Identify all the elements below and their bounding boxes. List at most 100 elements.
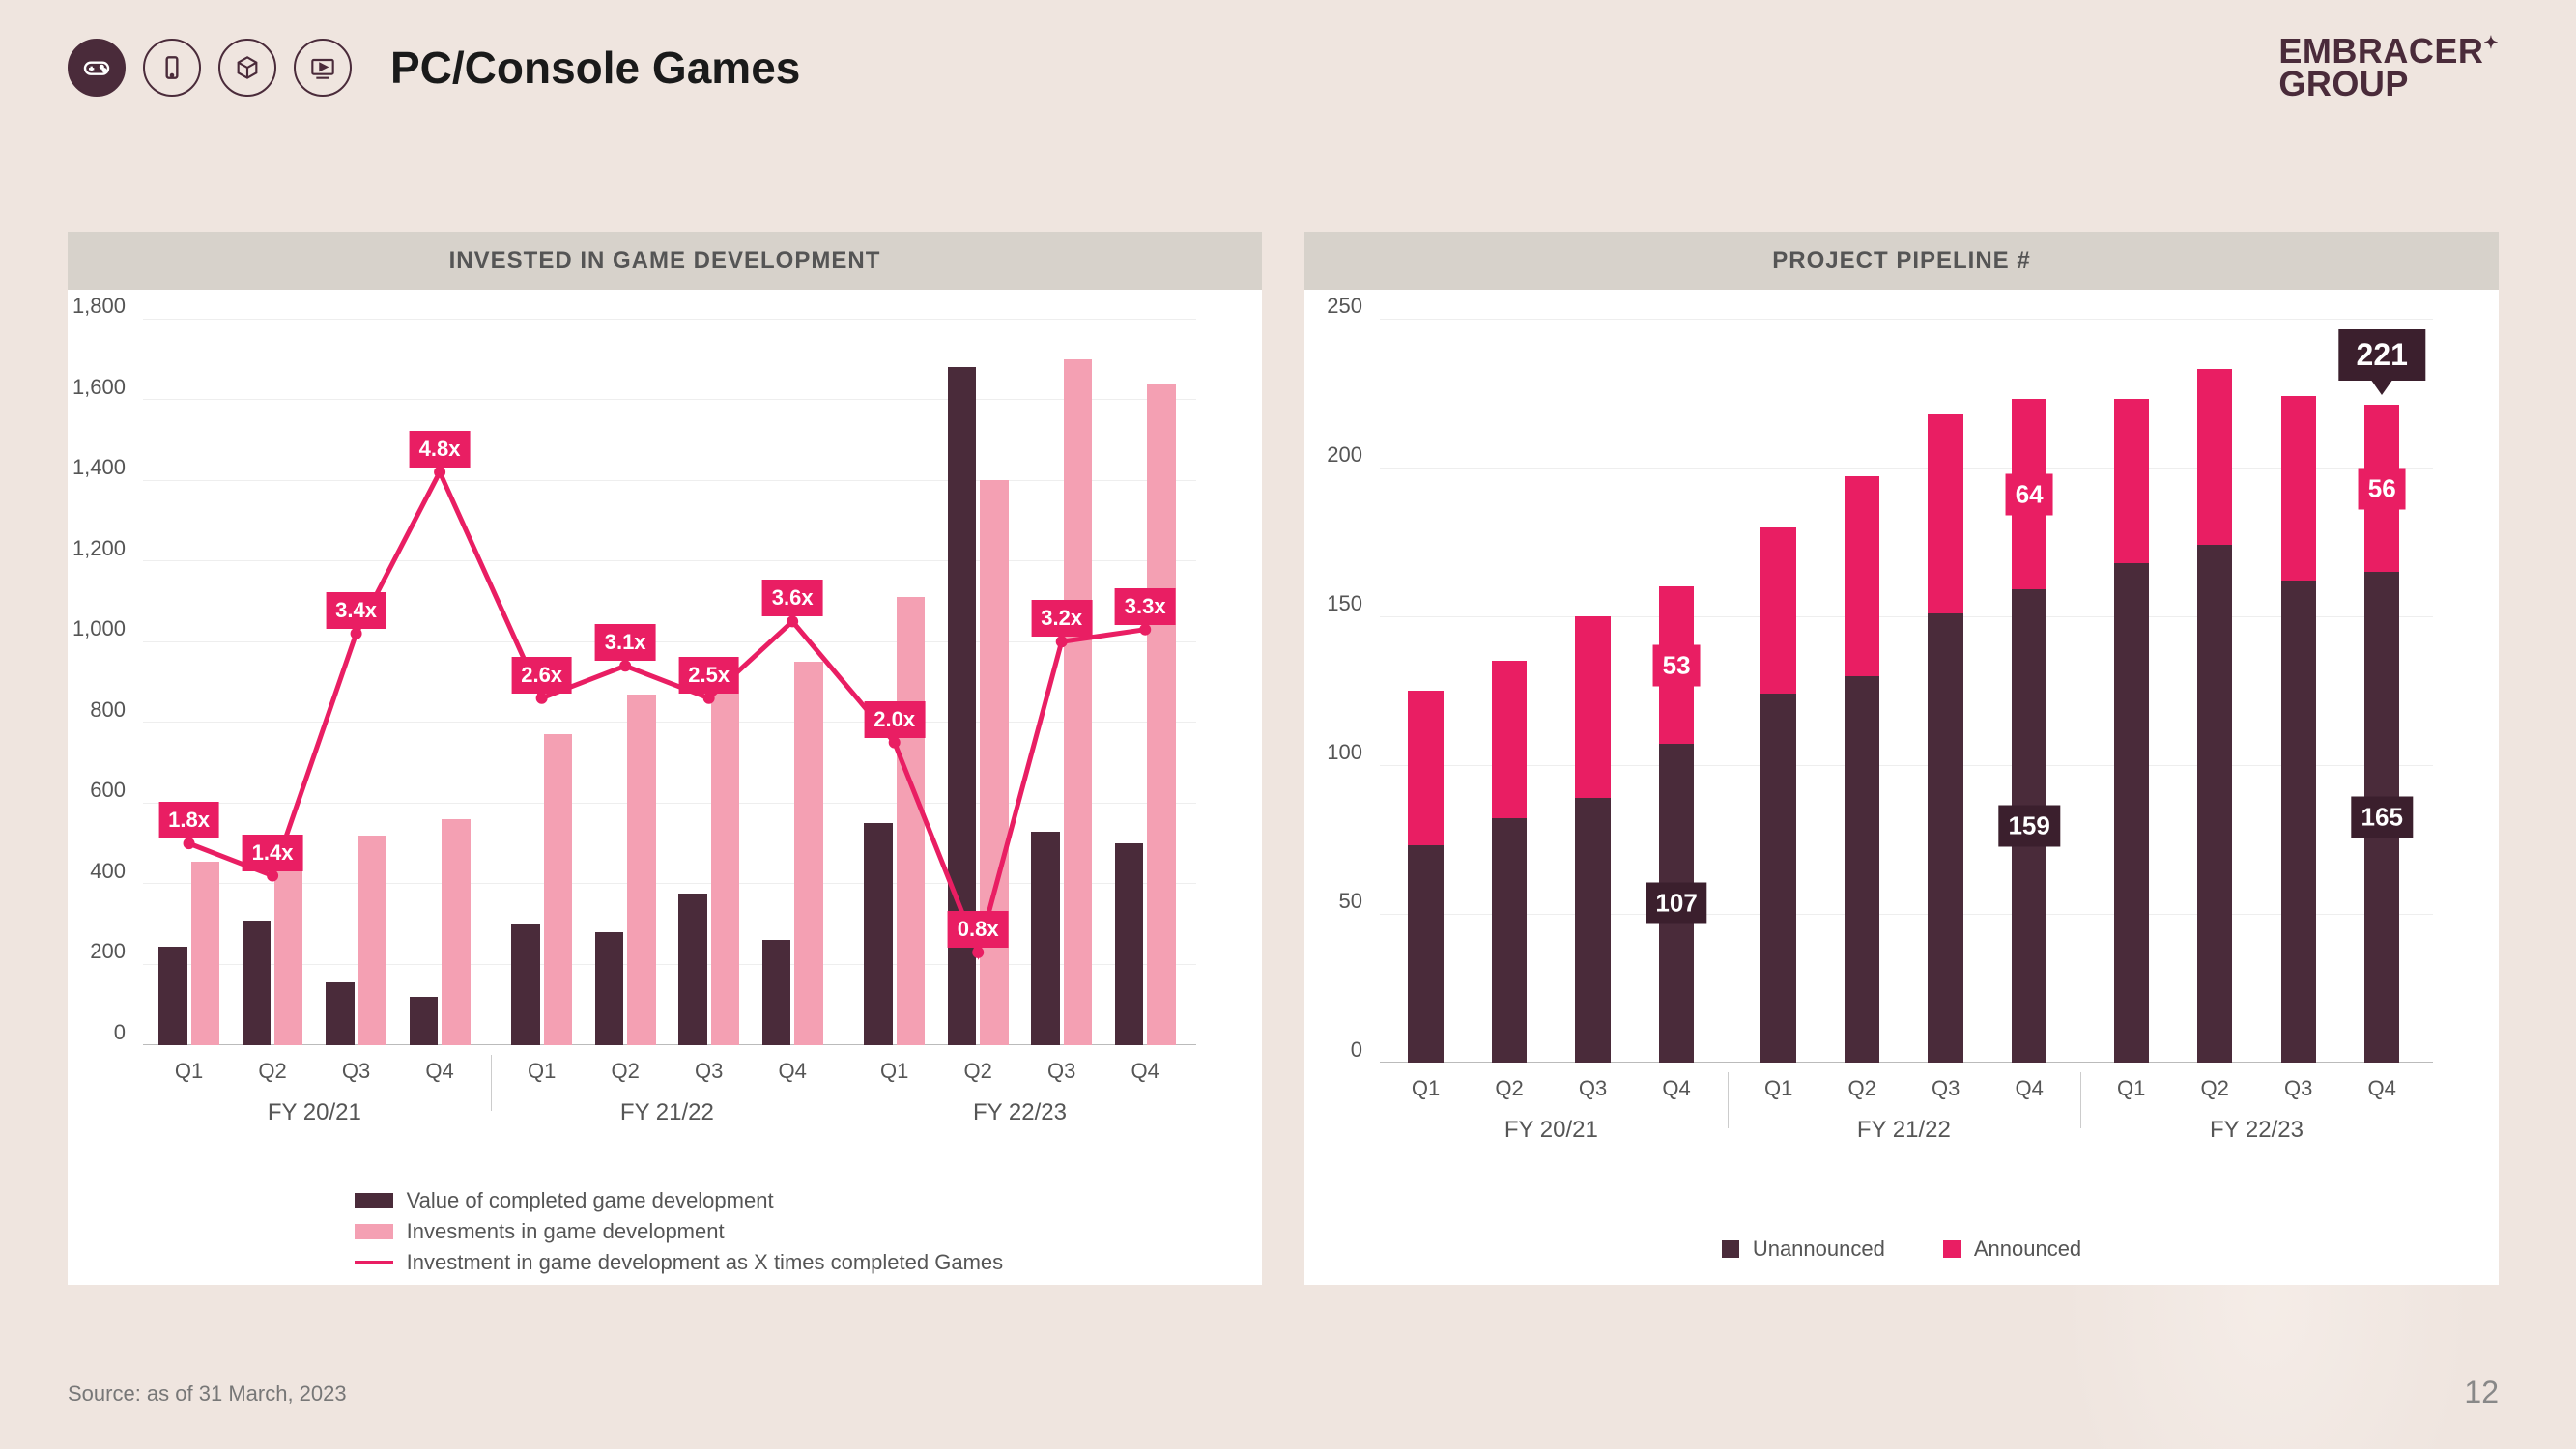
x-label: Q2 <box>611 1059 639 1084</box>
bar-announced <box>1845 476 1879 675</box>
x-label: Q3 <box>342 1059 370 1084</box>
y-tick-label: 100 <box>1327 740 1362 765</box>
brand-line2: GROUP <box>2278 68 2499 100</box>
right-plot: 050100150200250107531596416556221Q1Q2Q3Q… <box>1380 319 2433 1063</box>
ratio-line <box>143 319 1196 1045</box>
bar-announced <box>1928 414 1962 613</box>
legend-swatch <box>355 1224 393 1239</box>
legend-swatch <box>1943 1240 1961 1258</box>
bar-unannounced <box>1575 798 1610 1063</box>
ratio-label: 1.8x <box>158 802 219 838</box>
legend-swatch <box>355 1261 393 1264</box>
x-label: Q2 <box>1847 1076 1875 1101</box>
charts-row: INVESTED IN GAME DEVELOPMENT 0 200 400 600 8… <box>68 232 2499 1285</box>
y-tick-label: 600 <box>90 778 126 803</box>
legend-row: Unannounced Announced <box>1304 1236 2499 1262</box>
y-tick-label: 150 <box>1327 591 1362 616</box>
legend-item: Value of completed game development <box>355 1188 1262 1213</box>
bar-unannounced <box>1928 613 1962 1063</box>
mobile-icon <box>143 39 201 97</box>
ratio-label: 4.8x <box>410 431 471 468</box>
bar-announced <box>2281 396 2316 581</box>
gridline <box>1380 616 2433 617</box>
ratio-label: 3.3x <box>1115 588 1176 625</box>
bar-announced <box>1575 616 1610 798</box>
x-label: Q4 <box>778 1059 806 1084</box>
legend-item: Investment in game development as X time… <box>355 1250 1262 1275</box>
chart-pipeline-title: PROJECT PIPELINE # <box>1304 232 2499 290</box>
ratio-label: 3.6x <box>762 580 823 616</box>
bar-announced <box>1408 691 1443 845</box>
legend-item: Announced <box>1943 1236 2081 1262</box>
y-tick-label: 250 <box>1327 294 1362 319</box>
cube-icon <box>218 39 276 97</box>
x-label: Q4 <box>1662 1076 1690 1101</box>
page-title: PC/Console Games <box>390 42 800 94</box>
y-tick-label: 0 <box>1351 1037 1362 1063</box>
fy-label: FY 22/23 <box>2210 1117 2304 1144</box>
data-label: 165 <box>2352 796 2413 838</box>
x-label: Q1 <box>528 1059 556 1084</box>
ratio-label: 0.8x <box>948 911 1009 948</box>
x-label: Q3 <box>1579 1076 1607 1101</box>
callout-arrow <box>2368 376 2395 395</box>
gridline <box>1380 765 2433 766</box>
bar-unannounced <box>2114 563 2149 1063</box>
bar-unannounced <box>1492 818 1527 1063</box>
fy-label: FY 20/21 <box>268 1099 361 1126</box>
legend: Value of completed game development Inves… <box>355 1182 1262 1281</box>
gridline <box>1380 319 2433 320</box>
x-label: Q1 <box>880 1059 908 1084</box>
x-label: Q4 <box>1131 1059 1159 1084</box>
ratio-label: 3.2x <box>1031 600 1092 637</box>
legend-label: Value of completed game development <box>407 1188 774 1213</box>
x-label: Q3 <box>1932 1076 1960 1101</box>
y-tick-label: 50 <box>1339 889 1362 914</box>
fy-label: FY 22/23 <box>973 1099 1067 1126</box>
video-icon <box>294 39 352 97</box>
data-label: 53 <box>1653 644 1701 686</box>
bar-announced <box>1492 661 1527 818</box>
group-sep <box>1728 1072 1729 1128</box>
y-tick-label: 0 <box>114 1020 126 1045</box>
x-label: Q2 <box>2201 1076 2229 1101</box>
ratio-label: 2.6x <box>511 657 572 694</box>
bar-announced <box>2114 399 2149 562</box>
y-tick-label: 200 <box>90 939 126 964</box>
fy-label: FY 21/22 <box>620 1099 714 1126</box>
brand-logo: EMBRACER✦ GROUP <box>2278 35 2499 100</box>
ratio-label: 3.1x <box>595 624 656 661</box>
page-number: 12 <box>2464 1375 2499 1410</box>
bar-unannounced <box>1408 845 1443 1063</box>
x-axis <box>1380 1062 2433 1063</box>
legend: Unannounced Announced <box>1304 1236 2499 1262</box>
y-tick-label: 800 <box>90 697 126 723</box>
x-label: Q2 <box>258 1059 286 1084</box>
header: PC/Console Games <box>68 39 2499 97</box>
x-label: Q4 <box>425 1059 453 1084</box>
chart-pipeline: PROJECT PIPELINE # 050100150200250107531… <box>1304 232 2499 1285</box>
ratio-label: 2.5x <box>678 657 739 694</box>
x-label: Q1 <box>2117 1076 2145 1101</box>
gridline <box>1380 914 2433 915</box>
legend-item: Invesments in game development <box>355 1219 1262 1244</box>
y-tick-label: 400 <box>90 859 126 884</box>
legend-item: Unannounced <box>1722 1236 1885 1262</box>
x-label: Q2 <box>1495 1076 1523 1101</box>
x-label: Q3 <box>695 1059 723 1084</box>
data-label: 107 <box>1646 883 1706 924</box>
legend-swatch <box>355 1193 393 1208</box>
x-label: Q3 <box>2284 1076 2312 1101</box>
chart-invested-title: INVESTED IN GAME DEVELOPMENT <box>68 232 1262 290</box>
group-sep <box>491 1055 492 1111</box>
y-tick-label: 1,000 <box>72 616 126 641</box>
segment-icons <box>68 39 352 97</box>
legend-swatch <box>1722 1240 1739 1258</box>
ratio-label: 1.4x <box>243 835 303 871</box>
bar-unannounced <box>1760 694 1795 1063</box>
x-label: Q4 <box>2368 1076 2396 1101</box>
source-note: Source: as of 31 March, 2023 <box>68 1381 347 1406</box>
legend-label: Announced <box>1974 1236 2081 1262</box>
fy-label: FY 21/22 <box>1857 1117 1951 1144</box>
group-sep <box>2080 1072 2081 1128</box>
